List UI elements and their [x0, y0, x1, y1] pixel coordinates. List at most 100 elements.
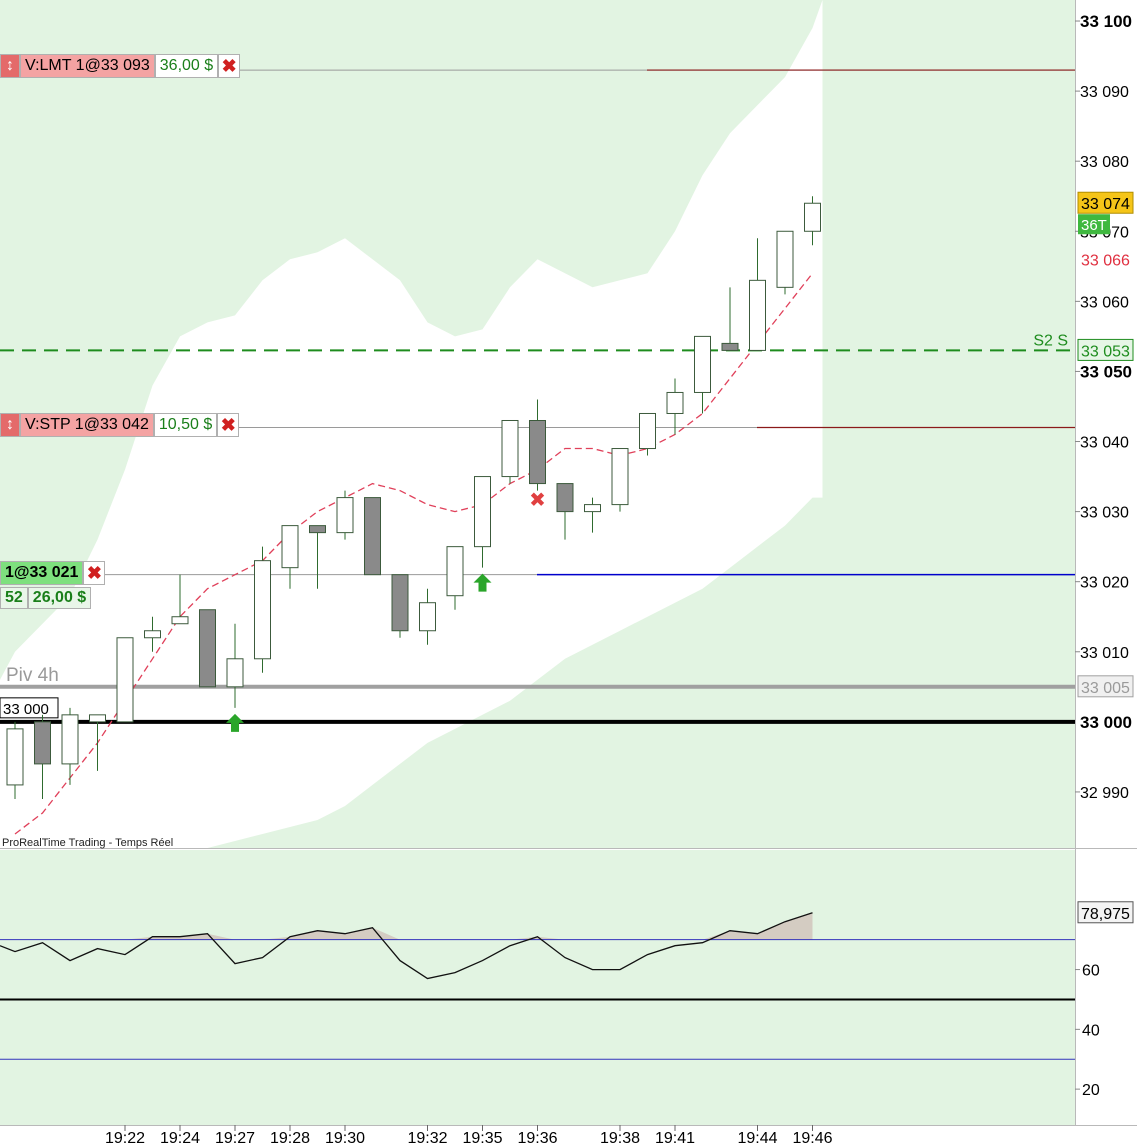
- candle-body: [556, 483, 574, 513]
- rsi-tick-label: 60: [1082, 963, 1100, 980]
- candle-body: [694, 335, 711, 393]
- x-tick-label: 19:44: [737, 1130, 777, 1147]
- candle: [199, 609, 216, 688]
- candle-body: [529, 419, 546, 485]
- current-price-tag: 33 074: [1081, 196, 1130, 213]
- pivot-tag: 33 005: [1081, 680, 1130, 697]
- limit-order-pnl: 36,00 $: [154, 54, 219, 78]
- position-details: 52 26,00 $: [0, 587, 92, 609]
- candle: [501, 419, 519, 484]
- timer-label: 36T: [1081, 217, 1107, 234]
- candle: [61, 707, 79, 785]
- rsi-tick-label: 40: [1082, 1022, 1100, 1039]
- rsi-value-tag: 78,975: [1081, 906, 1130, 923]
- candle: [611, 448, 629, 512]
- current-price-tag-box: [1077, 191, 1134, 214]
- s2-tag: 33 053: [1081, 343, 1130, 360]
- rsi-value-box: [1077, 901, 1134, 924]
- y-tick-label: 33 030: [1080, 505, 1129, 522]
- candle-body: [171, 616, 189, 625]
- candle-body: [364, 497, 381, 576]
- cancel-stop-order-icon[interactable]: ✖: [217, 413, 240, 437]
- candle-body: [116, 637, 134, 723]
- y-tick-label: 33 060: [1080, 294, 1129, 311]
- close-position-icon[interactable]: ✖: [83, 561, 106, 585]
- candle: [666, 378, 684, 435]
- stop-order-box[interactable]: ↕ V:STP 1@33 042 10,50 $ ✖: [0, 413, 240, 437]
- cancel-limit-order-icon[interactable]: ✖: [218, 54, 241, 78]
- position-box[interactable]: 1@33 021 ✖: [0, 561, 106, 585]
- ma-tag: 33 066: [1081, 252, 1130, 269]
- candle-body: [474, 476, 491, 548]
- candle-body: [89, 714, 106, 723]
- position-qty: 52: [0, 587, 28, 609]
- candle: [144, 616, 161, 652]
- candle-body: [446, 546, 464, 597]
- drag-order-icon[interactable]: ↕: [0, 413, 20, 437]
- candle-body: [391, 574, 409, 632]
- ma-tag-box: [1077, 247, 1134, 270]
- candle: [749, 238, 766, 351]
- close-cross-icon: ✖: [529, 490, 546, 512]
- candle-body: [611, 448, 629, 506]
- candle: [556, 483, 574, 540]
- candle: [364, 497, 381, 576]
- candle: [694, 335, 711, 414]
- candle: [226, 623, 244, 708]
- candle: [776, 230, 794, 295]
- candle-body: [34, 721, 51, 765]
- candle: [336, 490, 354, 540]
- candle: [171, 574, 189, 625]
- candle: [639, 412, 656, 456]
- candle-body: [61, 714, 79, 765]
- position-pnl: 26,00 $: [27, 587, 92, 609]
- candle-body: [666, 391, 684, 414]
- buy-arrow-icon: [473, 573, 492, 592]
- y-tick-label: 33 100: [1080, 12, 1132, 31]
- rsi-tick-label: 20: [1082, 1082, 1100, 1099]
- y-tick-label: 33 090: [1080, 84, 1129, 101]
- rsi-panel-background: [0, 850, 1075, 1125]
- candle: [474, 476, 491, 568]
- candle-body: [199, 609, 216, 688]
- candle: [804, 196, 821, 246]
- x-tick-label: 19:35: [462, 1130, 502, 1147]
- rsi-overbought-fill: [15, 912, 813, 940]
- candle: [6, 721, 24, 799]
- x-tick-label: 19:28: [270, 1130, 310, 1147]
- candle-body: [226, 658, 244, 688]
- pivot-tag-box: [1077, 675, 1134, 698]
- y-tick-label: 33 080: [1080, 154, 1129, 171]
- y-tick-label: 33 050: [1080, 362, 1132, 381]
- candle-body: [254, 560, 271, 660]
- candle-body: [749, 279, 766, 351]
- x-tick-label: 19:32: [407, 1130, 447, 1147]
- pivot-label: Piv 4h: [6, 665, 59, 686]
- candle-body: [336, 497, 354, 534]
- candle-body: [419, 602, 436, 632]
- x-tick-label: 19:30: [325, 1130, 365, 1147]
- candle: [584, 497, 601, 533]
- y-tick-label: 32 990: [1080, 785, 1129, 802]
- limit-order-box[interactable]: ↕ V:LMT 1@33 093 36,00 $ ✖: [0, 54, 241, 78]
- x-tick-label: 19:38: [600, 1130, 640, 1147]
- candle: [89, 714, 106, 771]
- drag-order-icon[interactable]: ↕: [0, 54, 20, 78]
- rsi-line: [0, 912, 813, 980]
- stop-order-label: V:STP 1@33 042: [20, 413, 154, 437]
- candle: [721, 287, 739, 351]
- candle: [254, 546, 271, 673]
- round-level-box: [0, 697, 59, 719]
- candle: [529, 399, 546, 491]
- candle: [446, 546, 464, 610]
- x-tick-label: 19:41: [655, 1130, 695, 1147]
- x-tick-label: 19:24: [160, 1130, 200, 1147]
- watermark-label: ProRealTime Trading - Temps Réel: [2, 837, 173, 849]
- y-tick-label: 33 020: [1080, 575, 1129, 592]
- x-tick-label: 19:27: [215, 1130, 255, 1147]
- limit-order-label: V:LMT 1@33 093: [20, 54, 155, 78]
- x-tick-label: 19:46: [792, 1130, 832, 1147]
- candle-body: [6, 728, 24, 786]
- y-tick-label: 33 010: [1080, 645, 1129, 662]
